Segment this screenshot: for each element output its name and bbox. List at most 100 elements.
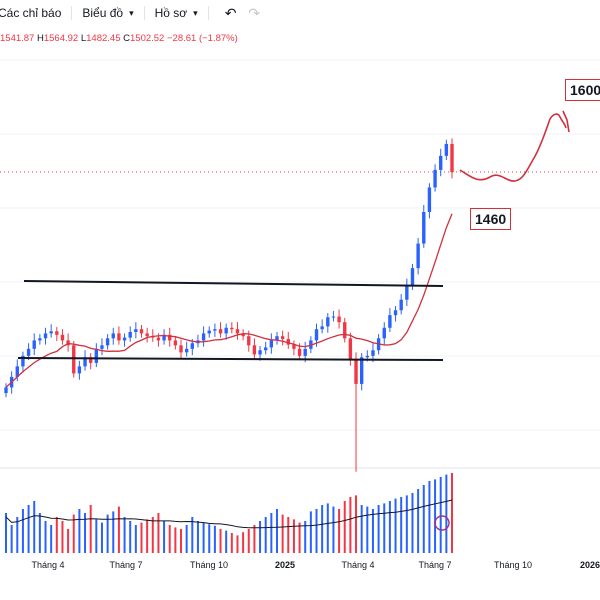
volume-bar: [168, 525, 171, 553]
candle-down: [218, 329, 223, 334]
candle-down: [292, 344, 296, 349]
candle-down: [60, 334, 65, 341]
candle-up: [49, 331, 53, 334]
volume-bar: [230, 533, 233, 553]
candle-down: [280, 336, 285, 340]
volume-bar: [326, 503, 329, 553]
volume-bar: [434, 479, 437, 553]
volume-bar: [157, 513, 160, 553]
candle-up: [422, 212, 426, 244]
volume-bar: [355, 495, 358, 553]
volume-bar: [213, 525, 216, 553]
candle-up: [365, 355, 370, 358]
volume-bar: [134, 525, 137, 553]
toolbar-divider: [207, 6, 209, 20]
volume-bar: [112, 511, 115, 553]
resistance-line: [23, 280, 444, 287]
volume-bar: [5, 513, 7, 553]
toolbar-divider: [71, 6, 73, 20]
candle-up: [190, 343, 194, 349]
profile-button[interactable]: Hồ sơ ▾: [155, 6, 198, 20]
candle-up: [4, 387, 8, 394]
candle-down: [343, 322, 347, 339]
chart-type-label: Biểu đồ: [82, 6, 124, 20]
volume-bar: [360, 505, 363, 553]
candle-down: [241, 333, 245, 337]
candle-down: [286, 339, 290, 345]
candle-up: [264, 347, 268, 351]
candle-down: [297, 348, 302, 356]
ohlc-open: 1541.87: [0, 33, 35, 44]
volume-bar: [422, 485, 425, 553]
candle-down: [337, 316, 341, 323]
candle-up: [43, 333, 48, 339]
candle-down: [252, 345, 257, 355]
volume-bar: [298, 522, 301, 553]
volume-bar: [439, 477, 442, 553]
volume-bar: [100, 522, 103, 553]
volume-bar: [383, 503, 386, 553]
volume-bar: [44, 521, 47, 553]
volume-bar: [72, 514, 75, 553]
candle-up: [83, 357, 87, 367]
volume-bar: [338, 509, 341, 553]
ohlc-low-key: L: [80, 33, 87, 44]
volume-bar: [315, 509, 318, 553]
candle-up: [162, 334, 166, 341]
target-1600-label: 1600: [565, 79, 600, 101]
chart-type-button[interactable]: Biểu đồ ▾: [82, 6, 133, 20]
volume-bar: [388, 501, 391, 553]
volume-bar: [332, 506, 335, 553]
volume-bar: [27, 505, 30, 553]
candle-up: [122, 337, 127, 341]
candle-up: [21, 355, 25, 367]
volume-bar: [140, 522, 143, 553]
candle-up: [405, 285, 409, 300]
volume-bar: [405, 495, 408, 553]
volume-bar: [202, 522, 205, 553]
volume-ma-line: [5, 499, 453, 529]
ohlc-close: 1502.52: [130, 33, 165, 44]
candle-down: [168, 334, 172, 341]
undo-icon[interactable]: ↶: [224, 4, 237, 21]
candle-up: [100, 345, 104, 349]
candle-down: [72, 345, 76, 374]
indicators-button[interactable]: Các chỉ báo: [0, 6, 61, 20]
candle-up: [32, 340, 36, 349]
volume-bar: [236, 535, 239, 553]
volume-bar: [343, 501, 346, 553]
volume-bar: [304, 521, 307, 553]
price-chart[interactable]: [0, 0, 600, 556]
volume-bar: [50, 525, 53, 553]
volume-bar: [117, 506, 120, 553]
volume-bar: [411, 493, 414, 553]
volume-bar: [95, 519, 98, 553]
candle-up: [410, 268, 415, 286]
candle-up: [427, 187, 432, 212]
candle-up: [275, 336, 279, 341]
candle-up: [433, 169, 437, 188]
volume-bar: [394, 498, 397, 553]
redo-icon[interactable]: ↷: [248, 4, 261, 21]
x-axis-label: Tháng 7: [109, 560, 143, 570]
volume-bar: [61, 521, 64, 553]
volume-bar: [21, 509, 24, 553]
volume-bar: [89, 505, 92, 553]
x-axis-label: Tháng 10: [493, 560, 533, 570]
volume-bar: [445, 474, 448, 553]
candle-up: [444, 143, 449, 156]
volume-bar: [10, 525, 13, 553]
candle-up: [128, 332, 132, 338]
x-axis-label: 2026: [579, 560, 600, 570]
volume-bar: [38, 513, 41, 553]
moving-average-line: [5, 213, 453, 388]
volume-bar: [196, 521, 199, 553]
volume-bar: [281, 514, 284, 553]
candle-up: [26, 348, 31, 356]
candle-up: [439, 155, 443, 170]
chevron-down-icon: ▾: [129, 7, 134, 18]
volume-bar: [292, 519, 295, 553]
candle-up: [105, 338, 110, 346]
volume-bar: [270, 513, 273, 553]
candle-down: [247, 336, 251, 346]
